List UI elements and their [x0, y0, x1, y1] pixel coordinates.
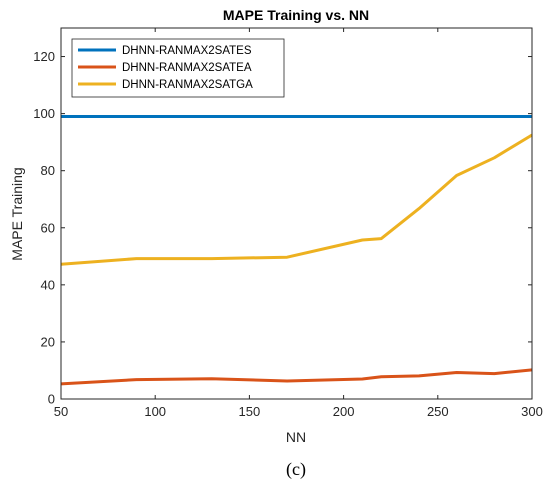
- y-tick-label: 20: [41, 334, 55, 349]
- y-tick-label: 80: [41, 163, 55, 178]
- legend-entry-1: DHNN-RANMAX2SATES: [122, 45, 252, 57]
- x-tick-label: 100: [144, 404, 166, 419]
- series-line-3: [61, 133, 532, 266]
- legend-entry-2: DHNN-RANMAX2SATEA: [122, 62, 252, 74]
- y-axis: 0 20 40 60 80 100 120: [33, 49, 532, 407]
- x-tick-label: 150: [239, 404, 261, 419]
- chart-title: MAPE Training vs. NN: [223, 7, 369, 23]
- plot-area-frame: [60, 27, 533, 400]
- legend-entry-3: DHNN-RANMAX2SATGA: [122, 79, 253, 91]
- legend: DHNN-RANMAX2SATES DHNN-RANMAX2SATEA DHNN-R…: [71, 38, 285, 98]
- x-tick-label: 300: [521, 404, 543, 419]
- x-tick-label: 200: [333, 404, 355, 419]
- y-tick-label: 60: [41, 220, 55, 235]
- y-tick-label: 40: [41, 277, 55, 292]
- figure-caption: (c): [286, 459, 306, 480]
- y-tick-label: 0: [48, 392, 55, 407]
- x-tick-label: 50: [54, 404, 68, 419]
- series-line-2: [61, 368, 532, 386]
- y-axis-label: MAPE Training: [9, 167, 25, 260]
- y-tick-label: 100: [33, 106, 55, 121]
- y-tick-label: 120: [33, 49, 55, 64]
- x-tick-label: 250: [427, 404, 449, 419]
- x-axis: 50 100 150 200 250 300: [54, 28, 543, 419]
- x-axis-label: NN: [286, 429, 306, 445]
